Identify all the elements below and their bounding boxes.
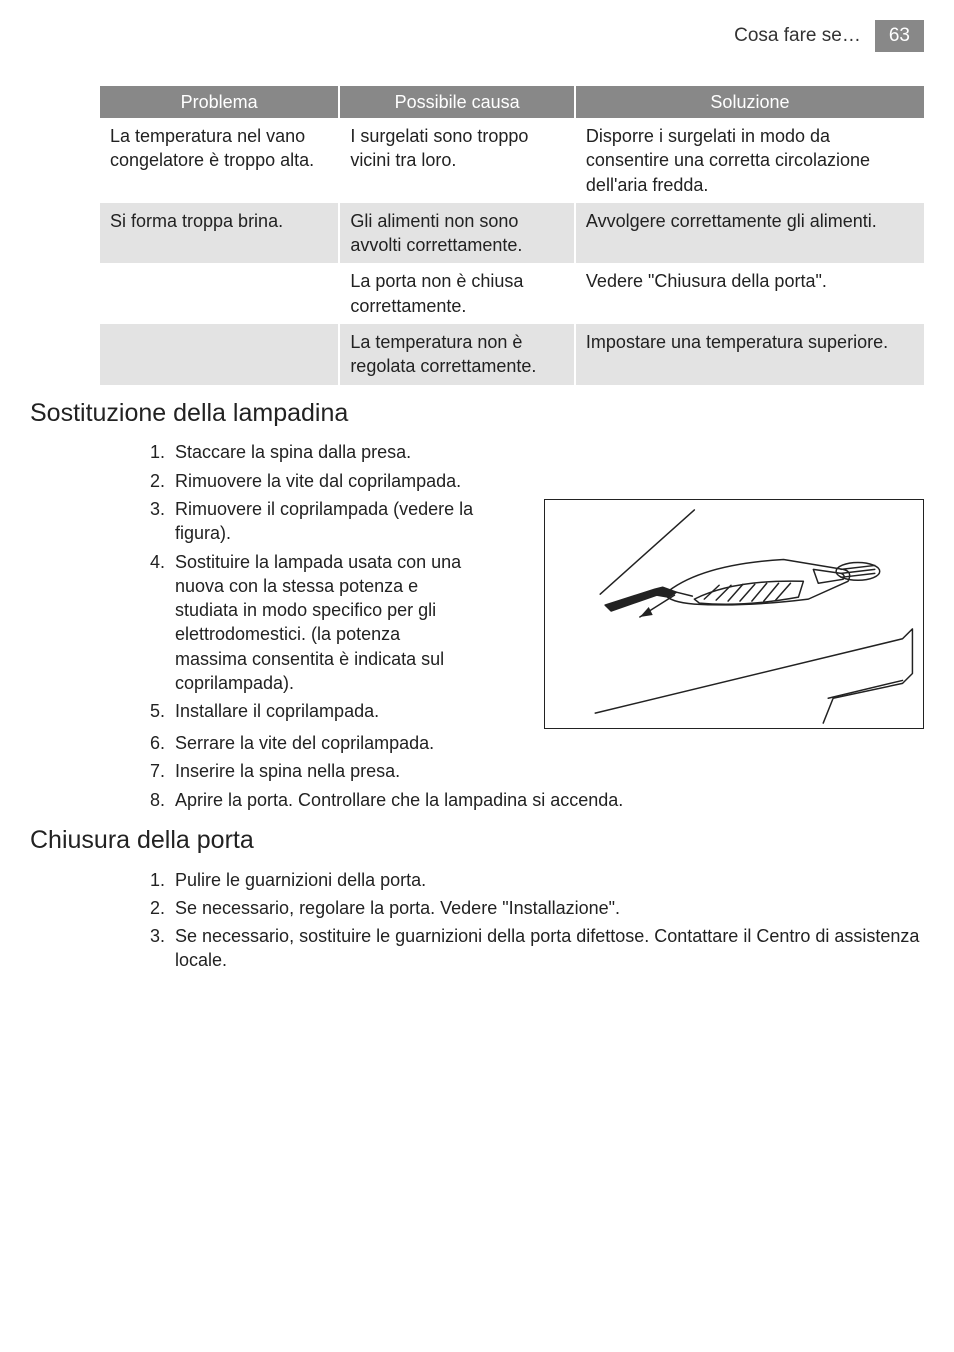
lamp-cover-illustration-icon bbox=[545, 500, 923, 728]
door-steps: Pulire le guarnizioni della porta. Se ne… bbox=[135, 866, 924, 975]
cell-soluzione: Avvolgere correttamente gli alimenti. bbox=[575, 203, 924, 264]
lamp-steps-block: Staccare la spina dalla presa. Rimuovere… bbox=[30, 438, 924, 813]
cell-soluzione: Impostare una temperatura superiore. bbox=[575, 324, 924, 385]
cell-causa: I surgelati sono troppo vicini tra loro. bbox=[339, 118, 575, 203]
lamp-step: Aprire la porta. Controllare che la lamp… bbox=[135, 786, 924, 814]
lamp-step: Sostituire la lampada usata con una nuov… bbox=[135, 548, 475, 698]
lamp-step: Rimuovere la vite dal coprilampada. bbox=[135, 467, 924, 495]
cell-problema bbox=[100, 324, 339, 385]
cell-soluzione: Disporre i surgelati in modo da consenti… bbox=[575, 118, 924, 203]
cell-soluzione: Vedere "Chiusura della porta". bbox=[575, 263, 924, 324]
col-problema: Problema bbox=[100, 86, 339, 118]
door-step: Pulire le guarnizioni della porta. bbox=[135, 866, 924, 894]
lamp-step: Staccare la spina dalla presa. bbox=[135, 438, 924, 466]
cell-problema: La temperatura nel vano congelatore è tr… bbox=[100, 118, 339, 203]
cell-problema: Si forma troppa brina. bbox=[100, 203, 339, 264]
table-row: La temperatura nel vano congelatore è tr… bbox=[100, 118, 924, 203]
table-header-row: Problema Possibile causa Soluzione bbox=[100, 86, 924, 118]
lamp-step: Installare il coprilampada. bbox=[135, 697, 475, 725]
lamp-steps-bottom: Serrare la vite del coprilampada. Inseri… bbox=[135, 729, 924, 814]
table-row: Si forma troppa brina. Gli alimenti non … bbox=[100, 203, 924, 264]
cell-causa: Gli alimenti non sono avvolti correttame… bbox=[339, 203, 575, 264]
lamp-illustration bbox=[544, 499, 924, 729]
cell-causa: La porta non è chiusa correttamente. bbox=[339, 263, 575, 324]
section-title-lamp: Sostituzione della lampadina bbox=[30, 397, 924, 431]
table-row: La porta non è chiusa correttamente. Ved… bbox=[100, 263, 924, 324]
lamp-step: Serrare la vite del coprilampada. bbox=[135, 729, 924, 757]
troubleshooting-table: Problema Possibile causa Soluzione La te… bbox=[100, 86, 924, 385]
door-step: Se necessario, sostituire le guarnizioni… bbox=[135, 922, 924, 975]
cell-problema bbox=[100, 263, 339, 324]
header-title: Cosa fare se… bbox=[734, 23, 861, 49]
door-step: Se necessario, regolare la porta. Vedere… bbox=[135, 894, 924, 922]
col-causa: Possibile causa bbox=[339, 86, 575, 118]
lamp-steps-top: Staccare la spina dalla presa. Rimuovere… bbox=[135, 438, 924, 495]
lamp-step: Rimuovere il coprilampada (vedere la fig… bbox=[135, 495, 475, 548]
page-number-badge: 63 bbox=[875, 20, 924, 52]
col-soluzione: Soluzione bbox=[575, 86, 924, 118]
section-title-door: Chiusura della porta bbox=[30, 824, 924, 858]
lamp-steps-mid: Rimuovere il coprilampada (vedere la fig… bbox=[135, 495, 524, 726]
table-row: La temperatura non è regolata correttame… bbox=[100, 324, 924, 385]
page-header: Cosa fare se… 63 bbox=[30, 0, 924, 86]
cell-causa: La temperatura non è regolata correttame… bbox=[339, 324, 575, 385]
lamp-step: Inserire la spina nella presa. bbox=[135, 757, 924, 785]
